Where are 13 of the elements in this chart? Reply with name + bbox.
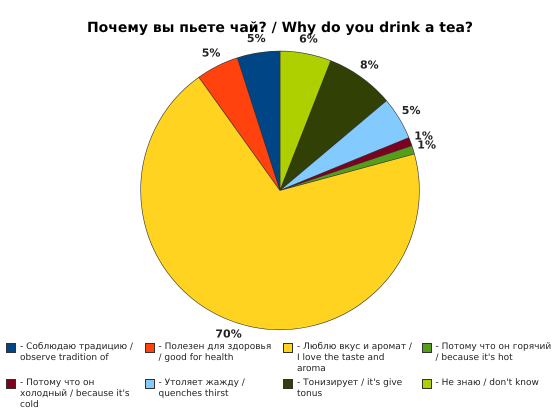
legend-label: - Соблюдаю традицию / observe tradition of [20,342,134,364]
legend-label: - Люблю вкус и аромат / I love the taste and aroma [297,342,413,375]
legend-label: - Потому что он холодный / because it's cold [20,378,131,411]
legend-label: - Потому что он горячий / because it's hot [436,342,552,364]
data-label: 8% [360,58,379,72]
legend-label: - Не знаю / don't know [436,378,539,389]
data-label: 5% [202,46,220,60]
legend-label: - Тонизирует / it's give tonus [297,378,404,400]
data-label: 5% [402,104,420,117]
legend-label: - Утоляет жажду / quenches thirst [158,378,246,400]
legend-label: - Полезен для здоровья / good for health [158,342,272,364]
data-label: 6% [299,32,318,46]
data-label: 70% [215,328,242,341]
